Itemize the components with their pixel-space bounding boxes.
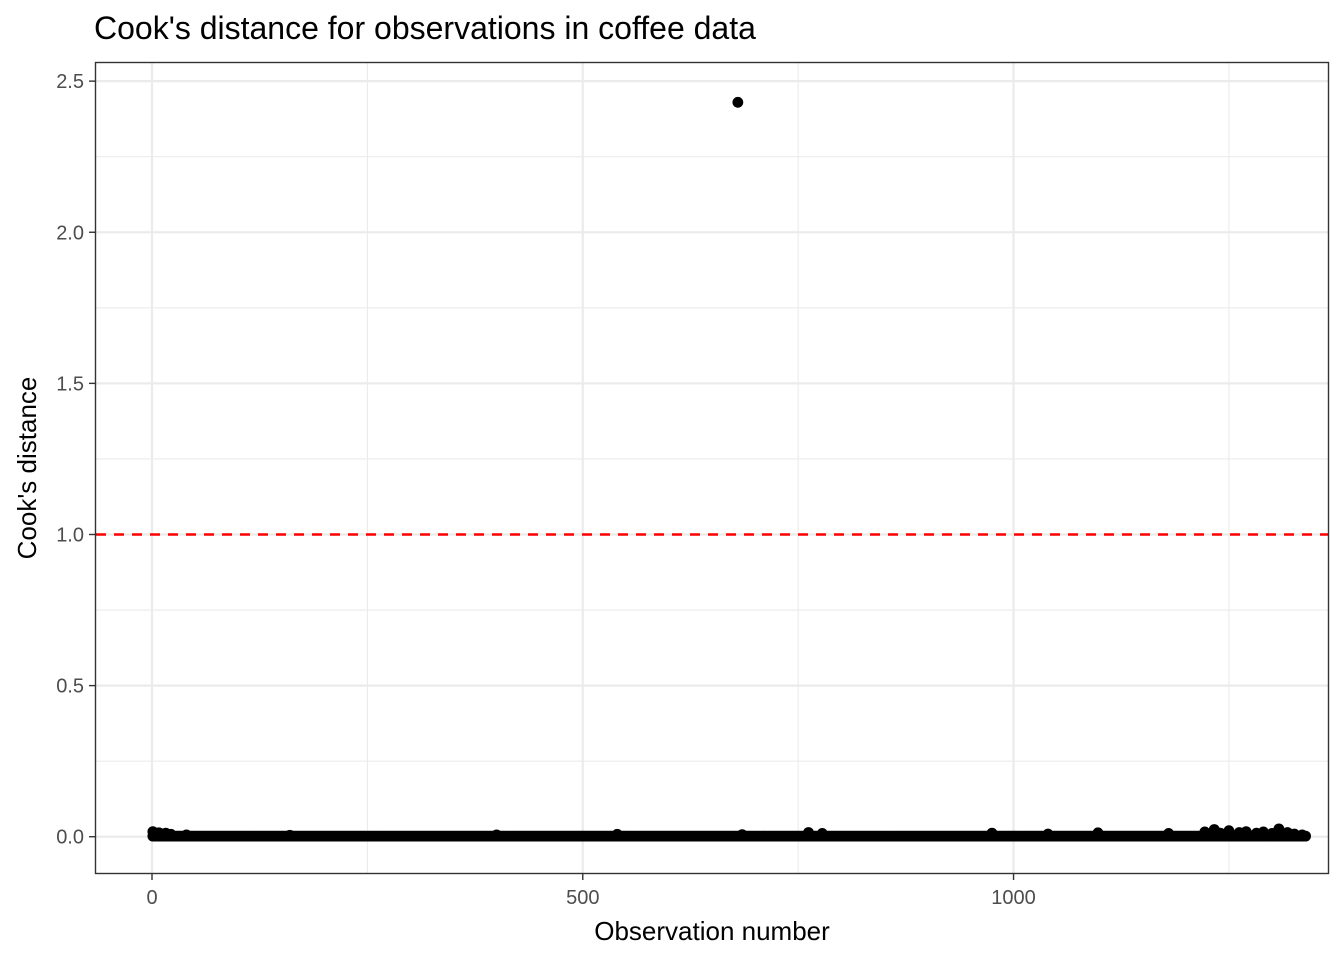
y-tick-label: 0.5 <box>56 676 84 698</box>
y-tick-label: 2.0 <box>56 222 84 244</box>
data-point <box>491 829 503 841</box>
data-point <box>816 828 828 839</box>
y-tick-label: 1.5 <box>56 373 84 395</box>
panel-border <box>94 61 1330 875</box>
data-point <box>1163 828 1175 839</box>
y-tick-label: 2.5 <box>56 71 84 93</box>
data-point <box>181 829 192 841</box>
x-tick-label: 500 <box>566 887 599 909</box>
data-point <box>284 829 296 841</box>
data-point <box>1273 823 1285 835</box>
data-point <box>1214 827 1226 839</box>
data-point <box>1296 829 1308 841</box>
data-point <box>1042 828 1054 840</box>
grid-lines <box>96 63 1328 873</box>
axis-ticks: 0.0 0.5 1.0 1.5 2.0 2.5 0 500 1000 <box>56 71 1036 909</box>
data-point <box>803 827 814 838</box>
data-point <box>611 828 623 840</box>
y-tick-label: 1.0 <box>56 524 84 546</box>
x-axis-title: Observation number <box>594 916 830 946</box>
y-axis-title: Cook's distance <box>12 377 42 560</box>
data-point <box>986 827 998 839</box>
data-point <box>1240 826 1252 837</box>
y-tick-label: 0.0 <box>56 827 84 849</box>
x-tick-label: 1000 <box>991 887 1036 909</box>
data-points <box>147 96 1311 842</box>
x-tick-label: 0 <box>146 887 157 909</box>
data-point <box>1257 826 1269 838</box>
data-point <box>736 829 748 841</box>
chart-title: Cook's distance for observations in coff… <box>94 10 756 46</box>
data-point <box>1199 826 1211 838</box>
data-point <box>1223 825 1235 837</box>
data-point <box>732 96 744 108</box>
data-point <box>165 828 177 840</box>
data-point <box>1092 827 1104 839</box>
